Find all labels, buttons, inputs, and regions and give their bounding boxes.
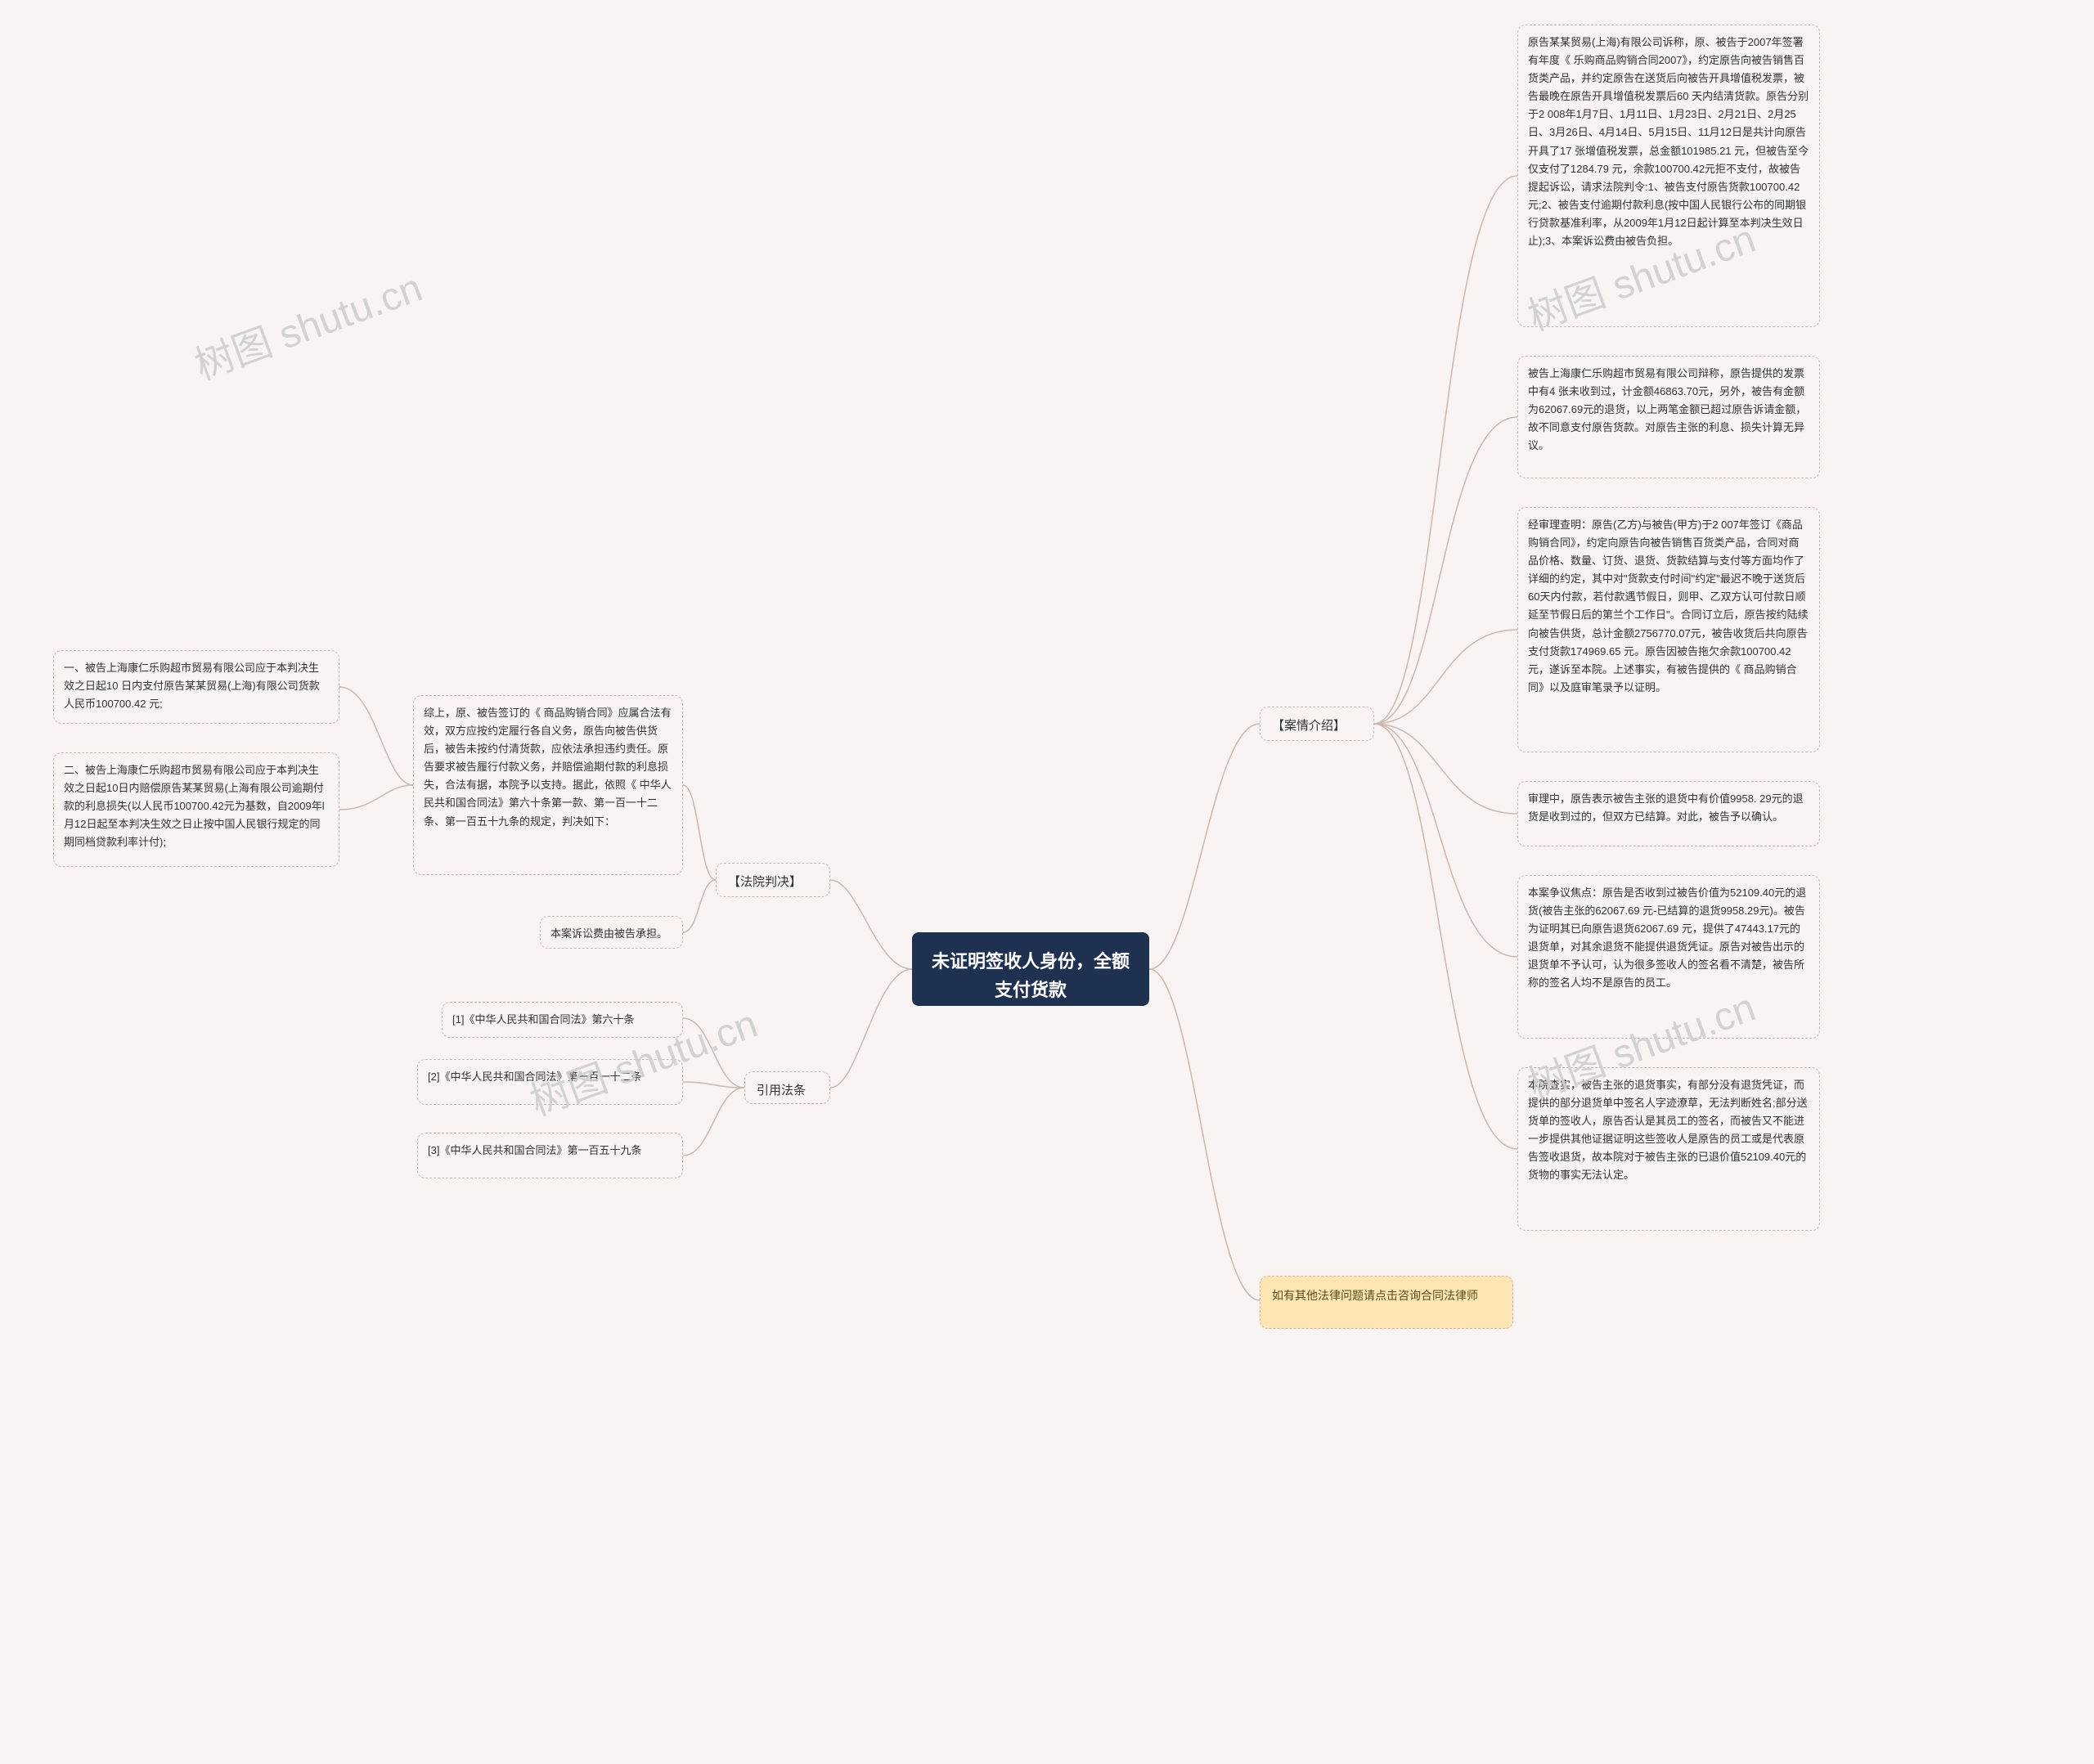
connector-0 bbox=[1149, 724, 1260, 969]
connector-16 bbox=[683, 1088, 744, 1156]
judgment-fee: 本案诉讼费由被告承担。 bbox=[540, 916, 683, 949]
connector-14 bbox=[683, 1018, 744, 1088]
mindmap-stage: 未证明签收人身份，全额支付货款 【案情介绍】 如有其他法律问题请点击咨询合同法律… bbox=[0, 0, 2094, 1764]
connector-3 bbox=[1374, 417, 1517, 724]
connector-9 bbox=[830, 969, 912, 1088]
case-section: 【案情介绍】 bbox=[1260, 707, 1374, 741]
watermark-0: 树图 shutu.cn bbox=[186, 255, 429, 390]
connector-5 bbox=[1374, 724, 1517, 814]
lawyer-consult: 如有其他法律问题请点击咨询合同法律师 bbox=[1260, 1276, 1513, 1329]
judgment-child-1: 二、被告上海康仁乐购超市贸易有限公司应于本判决生效之日起10日内赔偿原告某某贸易… bbox=[53, 752, 339, 867]
law-child-1: [2]《中华人民共和国合同法》第一百一十二条 bbox=[417, 1059, 683, 1105]
connector-7 bbox=[1374, 724, 1517, 1149]
connector-15 bbox=[683, 1082, 744, 1088]
judgment-child-0: 一、被告上海康仁乐购超市贸易有限公司应于本判决生效之日起10 日内支付原告某某贸… bbox=[53, 650, 339, 724]
law-child-0: [1]《中华人民共和国合同法》第六十条 bbox=[442, 1002, 683, 1038]
connector-1 bbox=[1149, 969, 1260, 1300]
connector-4 bbox=[1374, 630, 1517, 724]
center-node: 未证明签收人身份，全额支付货款 bbox=[912, 932, 1149, 1006]
case-child-5: 本院查实，被告主张的退货事实，有部分没有退货凭证，而提供的部分退货单中签名人字迹… bbox=[1517, 1067, 1820, 1231]
connector-8 bbox=[830, 880, 912, 969]
case-child-1: 被告上海康仁乐购超市贸易有限公司辩称，原告提供的发票中有4 张未收到过，计金额4… bbox=[1517, 356, 1820, 478]
case-child-3: 审理中，原告表示被告主张的退货中有价值9958. 29元的退货是收到过的，但双方… bbox=[1517, 781, 1820, 846]
connector-12 bbox=[339, 687, 413, 785]
judgment-main: 综上，原、被告签订的《 商品购销合同》应属合法有效，双方应按约定履行各自义务，原… bbox=[413, 695, 683, 875]
connector-11 bbox=[683, 880, 716, 932]
connector-6 bbox=[1374, 724, 1517, 957]
law-child-2: [3]《中华人民共和国合同法》第一百五十九条 bbox=[417, 1133, 683, 1178]
connector-10 bbox=[683, 785, 716, 880]
judgment-section: 【法院判决】 bbox=[716, 863, 830, 897]
case-child-2: 经审理查明：原告(乙方)与被告(甲方)于2 007年签订《商品购销合同》，约定向… bbox=[1517, 507, 1820, 752]
law-section: 引用法条 bbox=[744, 1071, 830, 1104]
case-child-4: 本案争议焦点：原告是否收到过被告价值为52109.40元的退货(被告主张的620… bbox=[1517, 875, 1820, 1039]
connector-13 bbox=[339, 785, 413, 810]
case-child-0: 原告某某贸易(上海)有限公司诉称，原、被告于2007年签署有年度《 乐购商品购销… bbox=[1517, 25, 1820, 327]
connector-2 bbox=[1374, 176, 1517, 724]
